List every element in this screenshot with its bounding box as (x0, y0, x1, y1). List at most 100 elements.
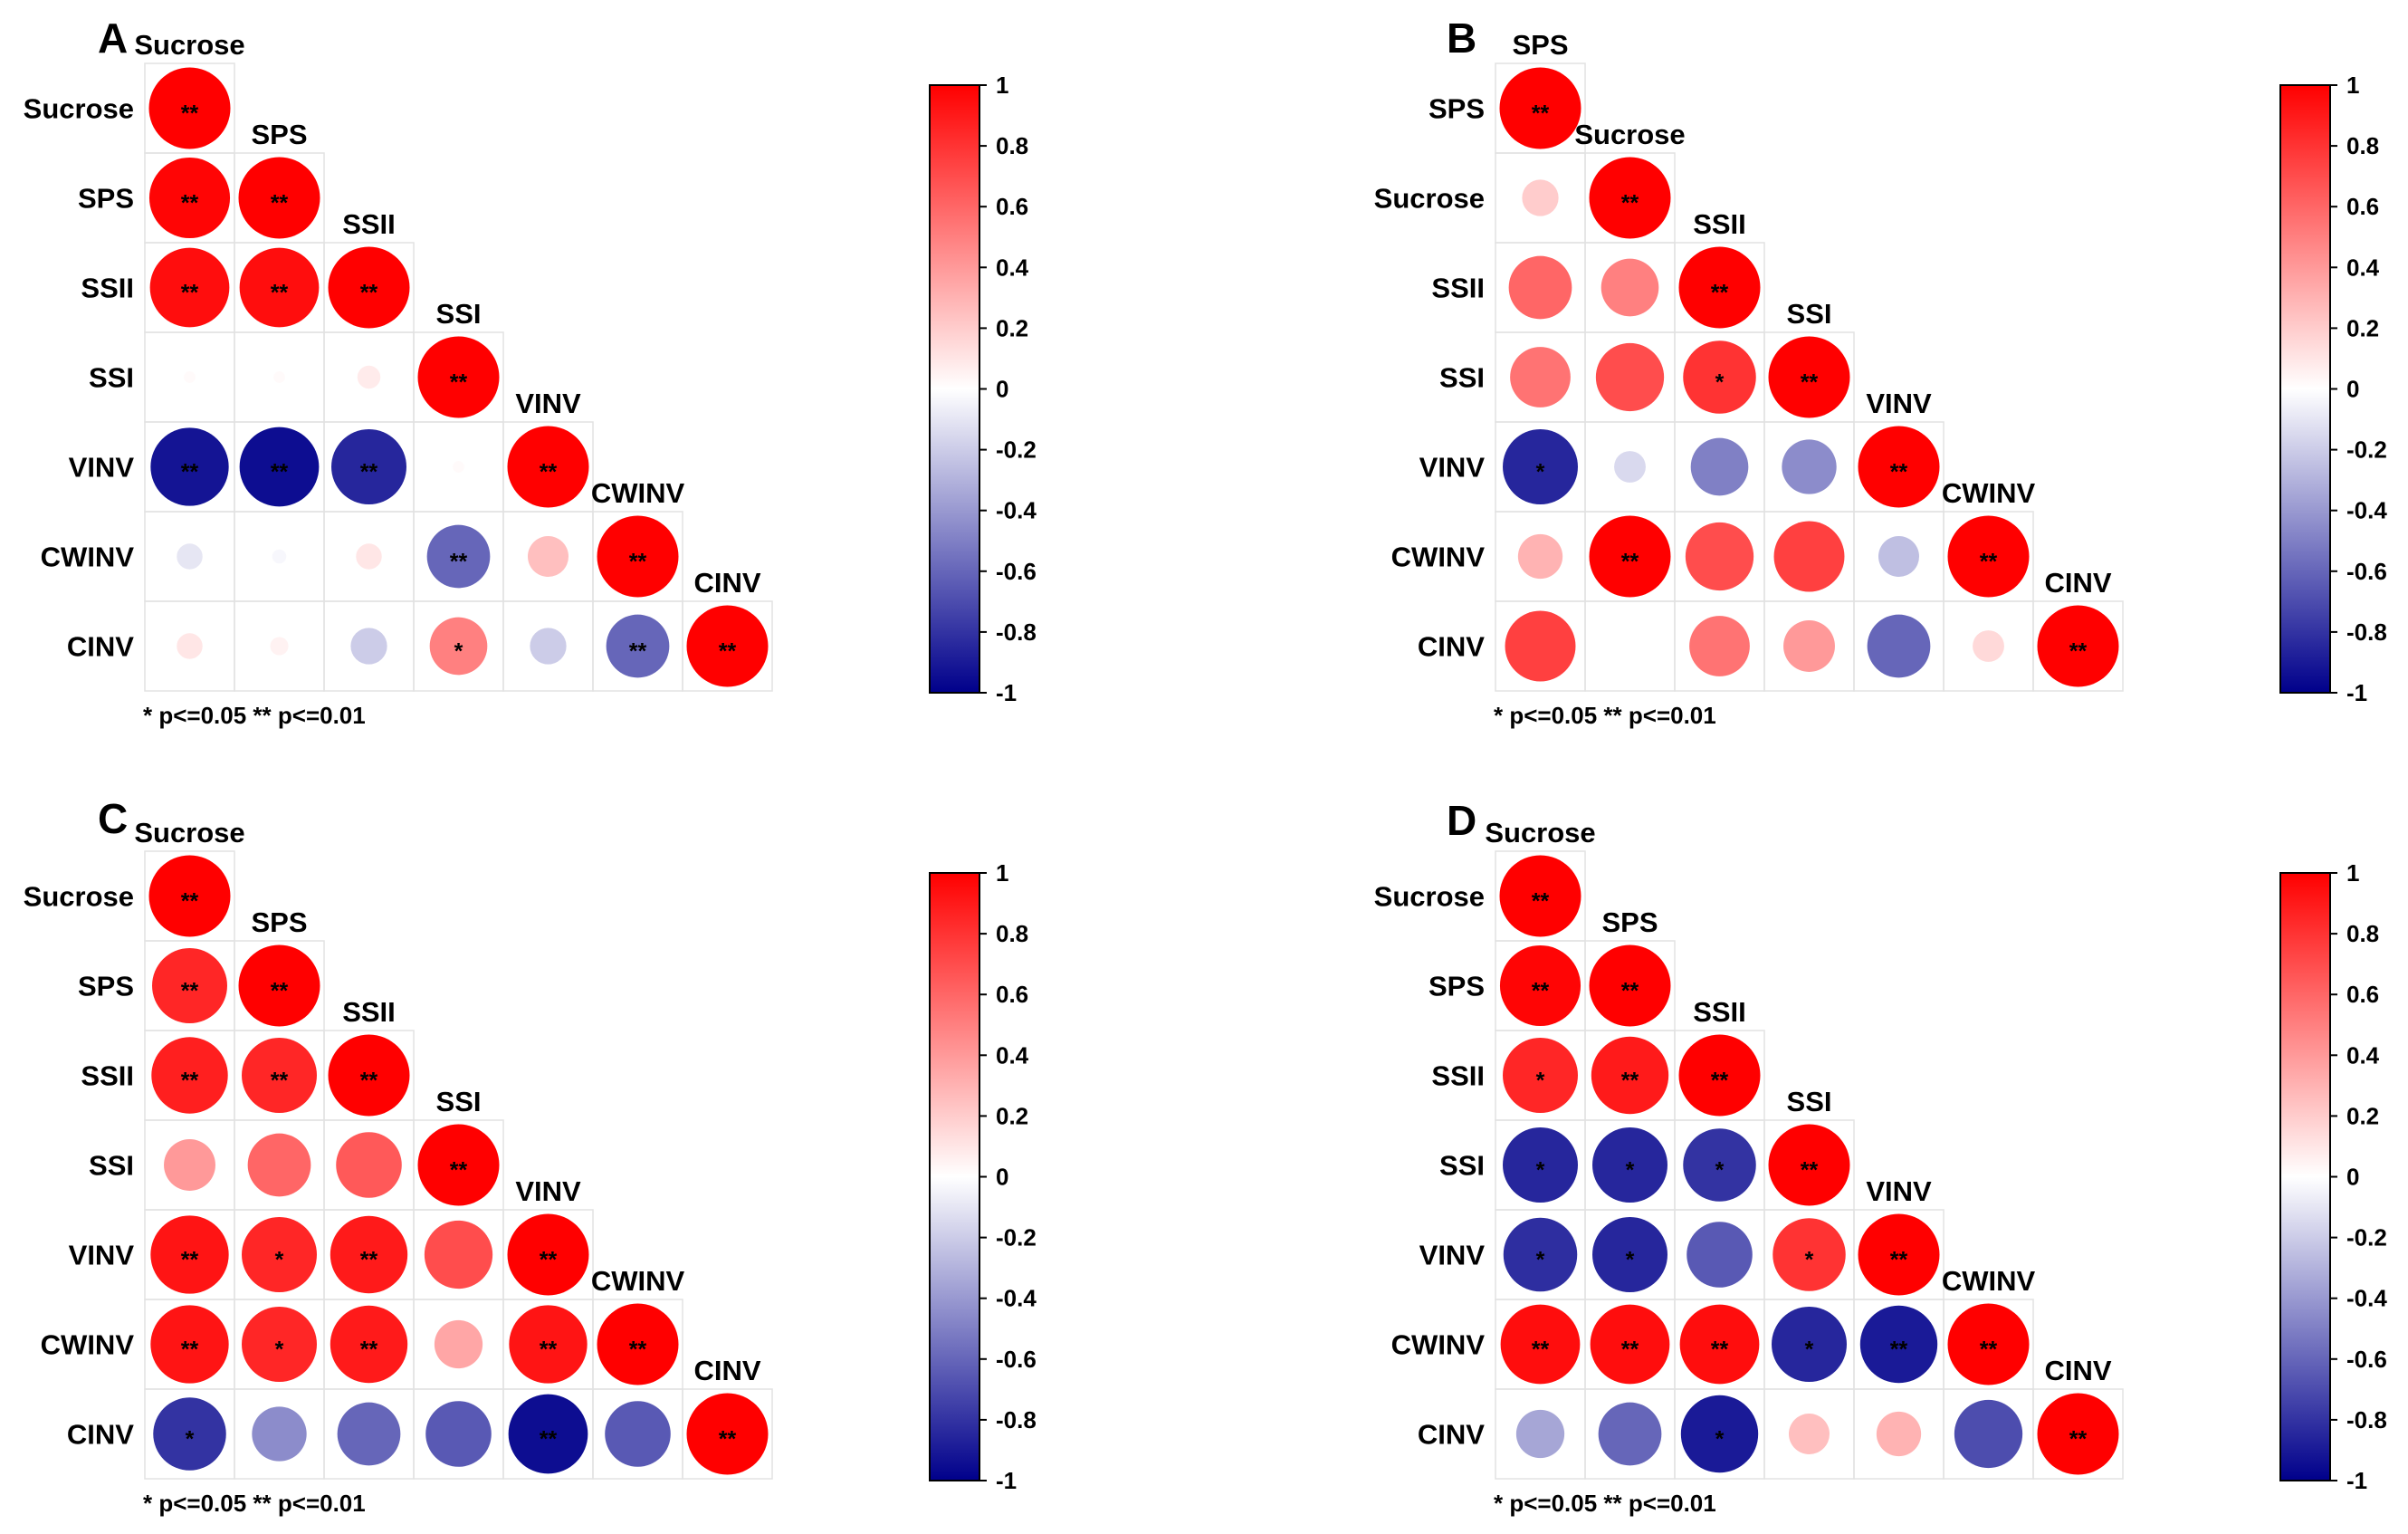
significance-marker: * (1626, 1158, 1635, 1184)
correlation-circle (1589, 157, 1671, 239)
significance-marker: ** (1532, 889, 1550, 915)
panel-label: D (1447, 797, 1476, 844)
row-label: SSII (81, 1060, 134, 1092)
colorbar-tick-label: -0.6 (2346, 1346, 2387, 1373)
correlation-circle (328, 246, 410, 329)
significance-marker: ** (1621, 979, 1639, 1004)
significance-marker: ** (360, 1337, 378, 1363)
colorbar-tick-label: 0.4 (2346, 1041, 2380, 1069)
row-label: CWINV (1391, 1329, 1486, 1361)
correlation-circle (151, 1037, 228, 1114)
significance-marker: * (1536, 460, 1545, 485)
correlation-circle (153, 1397, 226, 1471)
significance-note: * p<=0.05 ** p<=0.01 (143, 702, 366, 729)
significance-marker: ** (1890, 1337, 1908, 1363)
correlation-circle (1685, 522, 1754, 591)
correlation-circle (1517, 533, 1563, 580)
significance-marker: ** (360, 460, 378, 485)
correlation-circle (242, 1307, 317, 1382)
colorbar-tick-label: 0.4 (996, 254, 1029, 281)
correlation-circle (150, 427, 229, 506)
correlation-circle (1590, 1304, 1670, 1385)
col-label: Sucrose (134, 817, 244, 848)
correlation-circle (1689, 616, 1750, 676)
row-label: CINV (1418, 1419, 1485, 1451)
correlation-circle (1783, 620, 1835, 672)
correlation-circle (429, 617, 488, 676)
significance-marker: ** (181, 191, 199, 216)
correlation-circle (1859, 1305, 1938, 1384)
correlation-circle (417, 336, 500, 418)
significance-marker: ** (1711, 1069, 1729, 1094)
row-label: Sucrose (1374, 183, 1485, 215)
significance-marker: * (1536, 1248, 1545, 1273)
correlation-circle (1592, 1127, 1667, 1203)
colorbar-tick-label: -1 (2346, 679, 2367, 706)
colorbar-tick-label: -0.4 (996, 1285, 1037, 1312)
significance-marker: ** (450, 550, 468, 575)
significance-marker: ** (1711, 1337, 1729, 1363)
correlation-circle (1591, 1036, 1669, 1115)
row-label: CWINV (41, 542, 135, 573)
significance-marker: * (1626, 1248, 1635, 1273)
colorbar-tick-label: -0.6 (996, 1346, 1037, 1373)
row-label: Sucrose (24, 93, 134, 125)
significance-marker: ** (271, 979, 289, 1004)
panel-label: A (98, 14, 128, 62)
correlation-circle (149, 247, 230, 328)
colorbar-tick-label: 0 (2346, 1164, 2359, 1191)
correlation-circle (1878, 536, 1919, 577)
correlation-circle (273, 371, 285, 383)
correlation-circle (425, 1401, 492, 1467)
significance-marker: ** (1890, 1248, 1908, 1273)
significance-marker: ** (1980, 550, 1998, 575)
row-label: SSII (81, 273, 134, 304)
significance-marker: ** (1801, 1158, 1819, 1184)
row-label: VINV (1419, 452, 1486, 484)
correlation-circle (1508, 255, 1572, 320)
panel-B: BSPSSPS**SucroseSucrose**SSIISSII**SSISS… (1374, 14, 2388, 729)
colorbar-tick-label: -1 (2346, 1467, 2367, 1494)
significance-marker: ** (1890, 460, 1908, 485)
correlation-circle (1683, 340, 1756, 414)
significance-marker: ** (360, 1248, 378, 1273)
correlation-circle (1499, 944, 1581, 1027)
colorbar-tick-label: 1 (996, 72, 1008, 99)
correlation-circle (424, 1220, 493, 1290)
correlation-circle (239, 427, 320, 507)
correlation-circle (426, 524, 491, 589)
correlation-circle (2037, 605, 2119, 687)
significance-marker: * (275, 1337, 284, 1363)
correlation-circle (328, 1034, 410, 1117)
correlation-circle (509, 1305, 588, 1384)
row-label: SSI (1439, 1150, 1485, 1182)
colorbar (929, 872, 980, 1481)
row-label: Sucrose (24, 881, 134, 913)
row-label: Sucrose (1374, 881, 1485, 913)
significance-marker: ** (540, 1427, 558, 1453)
correlation-circle (597, 1303, 679, 1385)
correlation-circle (164, 1139, 215, 1191)
significance-marker: * (454, 639, 463, 665)
colorbar-tick-label: 0.6 (2346, 981, 2379, 1008)
correlation-circle (148, 855, 231, 937)
significance-marker: ** (1532, 101, 1550, 127)
correlation-circle (336, 1132, 402, 1198)
correlation-circle (1510, 347, 1571, 407)
correlation-circle (357, 365, 381, 389)
colorbar-tick-label: -0.4 (2346, 497, 2387, 524)
colorbar-tick-label: 0.6 (996, 193, 1028, 220)
colorbar-tick-label: -1 (996, 679, 1017, 706)
correlation-circle (1505, 610, 1576, 682)
colorbar-tick-label: 0 (996, 376, 1008, 403)
correlation-circle (239, 247, 320, 328)
correlation-circle (1683, 1128, 1756, 1202)
colorbar-tick-label: -0.8 (996, 1406, 1037, 1433)
correlation-circle (330, 1215, 408, 1294)
correlation-circle (1624, 640, 1636, 652)
correlation-circle (272, 549, 287, 564)
row-label: SSII (1431, 1060, 1485, 1092)
col-label: SSI (436, 298, 482, 330)
correlation-circle (1601, 258, 1659, 317)
significance-marker: * (1715, 370, 1725, 396)
